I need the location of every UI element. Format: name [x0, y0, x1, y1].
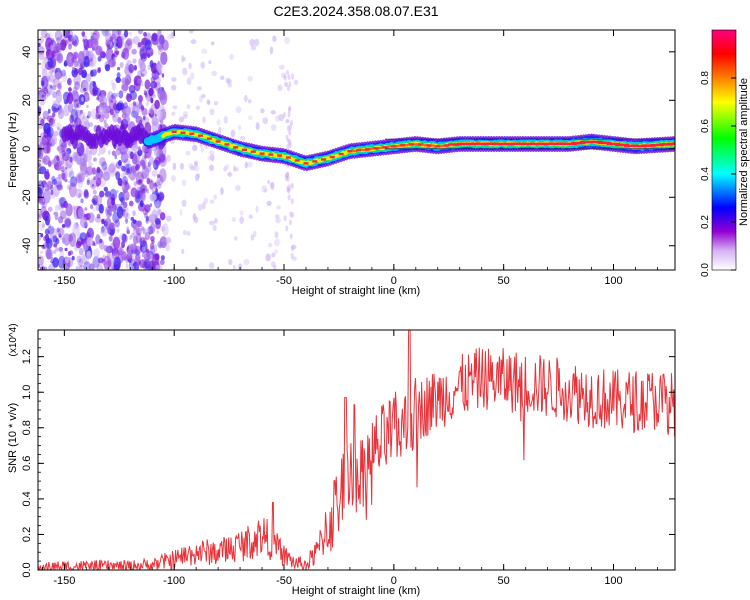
y-tick-label: 0	[21, 146, 33, 152]
y-tick-label: 0.6	[21, 456, 33, 471]
y-tick-label: 20	[21, 94, 33, 106]
colorbar: 0.0 0.2 0.4 0.6 0.8 Normalized spectral ampl…	[700, 29, 750, 277]
colorbar-tick-label: 0.2	[700, 215, 711, 229]
snr-x-ticks: -150 -100 -50 0 50 100	[41, 330, 658, 587]
snr-y-multiplier: (x10^4)	[8, 323, 19, 356]
snr-y-label: SNR (10 * v/v)	[7, 403, 19, 473]
x-tick-label: 50	[498, 575, 510, 587]
colorbar-gradient	[711, 29, 737, 271]
y-tick-label: 0.4	[21, 491, 33, 506]
y-tick-label: -40	[21, 238, 33, 254]
snr-panel: -150 -100 -50 0 50 100 0.00.20.40.60.81.01.2 …	[7, 323, 676, 597]
x-tick-label: -100	[163, 575, 185, 587]
snr-plot-area	[38, 330, 675, 570]
spectrogram-noise	[38, 30, 299, 270]
figure-title: C2E3.2024.358.08.07.E31	[273, 3, 438, 19]
spectrogram-ridge	[61, 123, 675, 172]
snr-y-ticks: 0.0 0.2 0.4 0.6 0.8 1.0 1.2	[21, 338, 675, 578]
x-tick-label: -50	[276, 275, 292, 287]
snr-series-line	[38, 330, 675, 570]
x-tick-label: -150	[53, 575, 75, 587]
y-tick-label: -20	[21, 189, 33, 205]
colorbar-tick-label: 0.8	[700, 71, 711, 85]
x-tick-label: 50	[498, 275, 510, 287]
y-tick-label: 0.8	[21, 420, 33, 435]
colorbar-tick-label: 0.0	[700, 263, 711, 277]
colorbar-tick-label: 0.6	[700, 119, 711, 133]
colorbar-tick-label: 0.4	[700, 167, 711, 181]
spectrogram-x-ticks: -150 -100 -50 0 50 100	[41, 30, 658, 287]
spectrogram-y-label: Frequency (Hz)	[7, 112, 19, 188]
spectrogram-y-ticks: -40 -20 0 20 40	[21, 39, 675, 271]
spectrogram-x-label: Height of straight line (km)	[292, 285, 420, 297]
x-tick-label: 0	[391, 275, 397, 287]
colorbar-label: Normalized spectral amplitude	[738, 78, 750, 226]
x-tick-label: 100	[604, 575, 622, 587]
colorbar-ticks: 0.0 0.2 0.4 0.6 0.8	[700, 71, 736, 277]
y-tick-label: 0.2	[21, 527, 33, 542]
x-tick-label: -50	[276, 575, 292, 587]
y-tick-label: 0.0	[21, 562, 33, 577]
spectrogram-panel: -150 -100 -50 0 50 100 -40 -20 0 20 40 Height of …	[7, 29, 676, 297]
y-tick-label: 1.0	[21, 385, 33, 400]
x-tick-label: -100	[163, 275, 185, 287]
snr-x-label: Height of straight line (km)	[292, 585, 420, 597]
y-tick-label: 1.2	[21, 349, 33, 364]
x-tick-label: 100	[604, 275, 622, 287]
y-tick-label: 40	[21, 46, 33, 58]
x-tick-label: 0	[391, 575, 397, 587]
x-tick-label: -150	[53, 275, 75, 287]
